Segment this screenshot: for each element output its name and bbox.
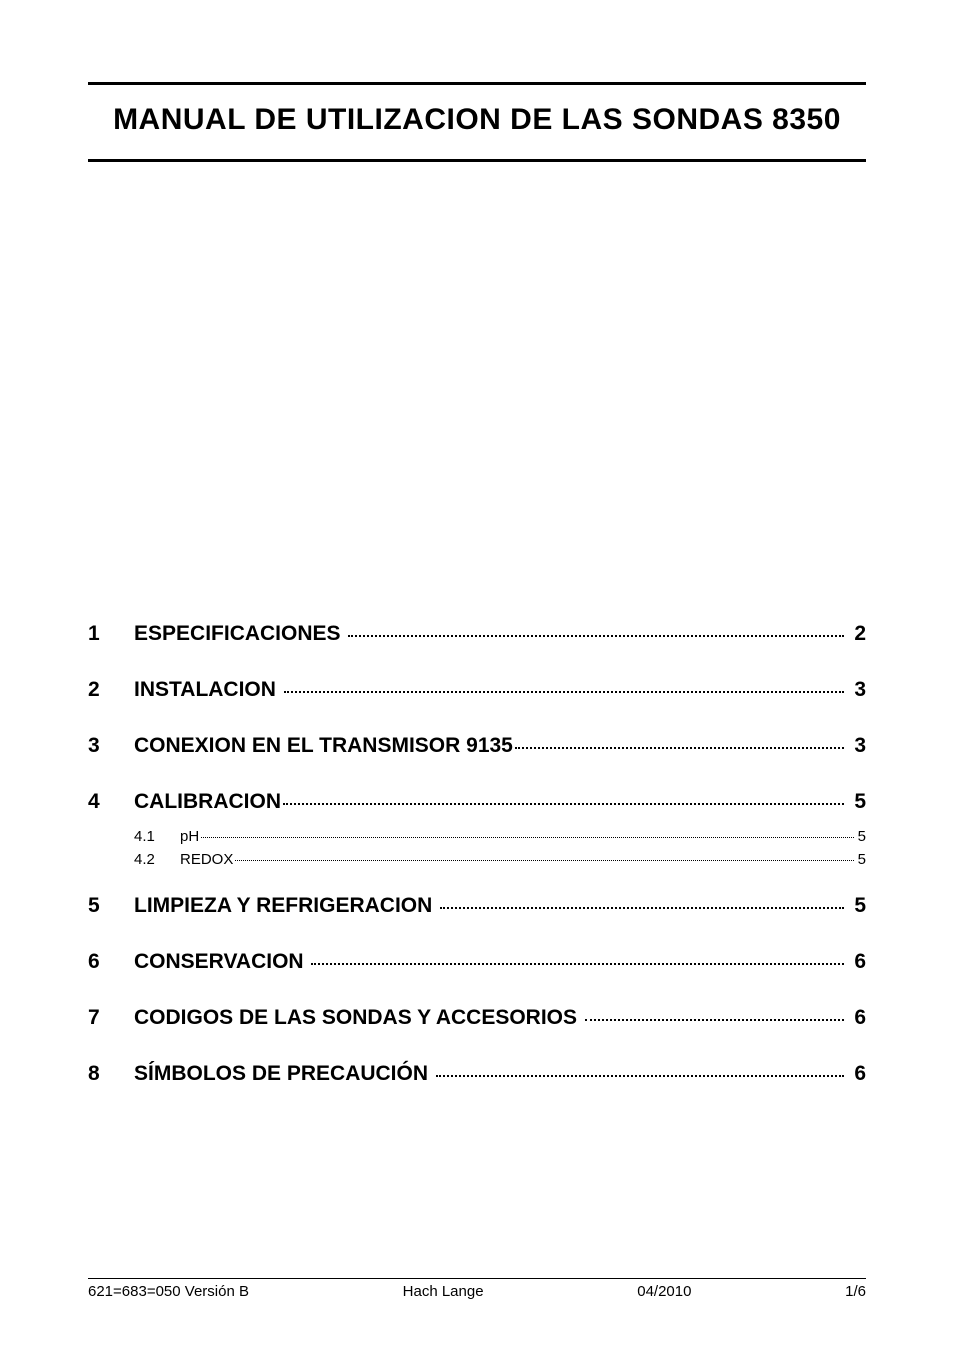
toc-leader-dots bbox=[440, 906, 844, 909]
toc-entry-page: 5 bbox=[848, 894, 866, 918]
toc-entry-label: CODIGOS DE LAS SONDAS Y ACCESORIOS bbox=[134, 1006, 583, 1030]
toc-entry-page: 3 bbox=[848, 734, 866, 758]
toc-entry-label: ESPECIFICACIONES bbox=[134, 622, 346, 646]
page-footer: 621=683=050 Versión B Hach Lange 04/2010… bbox=[88, 1278, 866, 1300]
toc-entry-number: 8 bbox=[88, 1062, 134, 1086]
toc-entry: 8 SÍMBOLOS DE PRECAUCIÓN 6 bbox=[88, 1062, 866, 1086]
toc-entry-page: 6 bbox=[848, 950, 866, 974]
toc-entry-label: INSTALACION bbox=[134, 678, 282, 702]
toc-leader-dots bbox=[515, 746, 845, 749]
toc-entry-label: LIMPIEZA Y REFRIGERACION bbox=[134, 894, 438, 918]
toc-entry: 1 ESPECIFICACIONES 2 bbox=[88, 622, 866, 646]
toc-entry-page: 5 bbox=[848, 790, 866, 814]
toc-entry-page: 3 bbox=[848, 678, 866, 702]
footer-page-num: 1/6 bbox=[845, 1283, 866, 1300]
toc-entry: 4 CALIBRACION 5 bbox=[88, 790, 866, 814]
footer-line: 621=683=050 Versión B Hach Lange 04/2010… bbox=[88, 1283, 866, 1300]
toc-entry: 7 CODIGOS DE LAS SONDAS Y ACCESORIOS 6 bbox=[88, 1006, 866, 1030]
toc-entry-page: 6 bbox=[848, 1006, 866, 1030]
title-container: MANUAL DE UTILIZACION DE LAS SONDAS 8350 bbox=[88, 82, 866, 162]
toc-entry-label: REDOX bbox=[180, 851, 233, 868]
toc-entry-page: 5 bbox=[858, 828, 866, 845]
table-of-contents: 1 ESPECIFICACIONES 2 2 INSTALACION 3 3 C… bbox=[88, 622, 866, 1086]
toc-entry-number: 1 bbox=[88, 622, 134, 646]
toc-entry-label: CONEXION EN EL TRANSMISOR 9135 bbox=[134, 734, 513, 758]
toc-entry-number: 6 bbox=[88, 950, 134, 974]
toc-entry-label: CONSERVACION bbox=[134, 950, 309, 974]
toc-entry-page: 6 bbox=[848, 1062, 866, 1086]
toc-leader-dots bbox=[283, 802, 844, 805]
toc-leader-dots bbox=[201, 836, 853, 838]
toc-sub-group: 4.1 pH 5 4.2 REDOX 5 bbox=[88, 828, 866, 868]
toc-entry-number: 3 bbox=[88, 734, 134, 758]
toc-entry-page: 2 bbox=[848, 622, 866, 646]
toc-entry-number: 4.1 bbox=[134, 828, 180, 845]
footer-date: 04/2010 bbox=[637, 1283, 691, 1300]
toc-entry-label: pH bbox=[180, 828, 199, 845]
toc-leader-dots bbox=[284, 690, 845, 693]
toc-entry-number: 4.2 bbox=[134, 851, 180, 868]
toc-entry-number: 7 bbox=[88, 1006, 134, 1030]
toc-entry-number: 2 bbox=[88, 678, 134, 702]
toc-entry: 6 CONSERVACION 6 bbox=[88, 950, 866, 974]
toc-leader-dots bbox=[235, 859, 853, 861]
document-page: MANUAL DE UTILIZACION DE LAS SONDAS 8350… bbox=[0, 0, 954, 1358]
toc-leader-dots bbox=[311, 962, 844, 965]
toc-leader-dots bbox=[436, 1074, 845, 1077]
toc-entry-number: 4 bbox=[88, 790, 134, 814]
toc-entry-number: 5 bbox=[88, 894, 134, 918]
toc-subentry: 4.1 pH 5 bbox=[134, 828, 866, 845]
footer-company: Hach Lange bbox=[403, 1283, 484, 1300]
toc-entry: 5 LIMPIEZA Y REFRIGERACION 5 bbox=[88, 894, 866, 918]
footer-rule bbox=[88, 1278, 866, 1279]
toc-entry-page: 5 bbox=[858, 851, 866, 868]
toc-entry-label: SÍMBOLOS DE PRECAUCIÓN bbox=[134, 1062, 434, 1086]
toc-entry: 3 CONEXION EN EL TRANSMISOR 9135 3 bbox=[88, 734, 866, 758]
toc-entry: 2 INSTALACION 3 bbox=[88, 678, 866, 702]
document-title: MANUAL DE UTILIZACION DE LAS SONDAS 8350 bbox=[88, 103, 866, 137]
footer-doc-id: 621=683=050 Versión B bbox=[88, 1283, 249, 1300]
toc-leader-dots bbox=[585, 1018, 845, 1021]
toc-entry-label: CALIBRACION bbox=[134, 790, 281, 814]
toc-leader-dots bbox=[348, 634, 844, 637]
toc-subentry: 4.2 REDOX 5 bbox=[134, 851, 866, 868]
